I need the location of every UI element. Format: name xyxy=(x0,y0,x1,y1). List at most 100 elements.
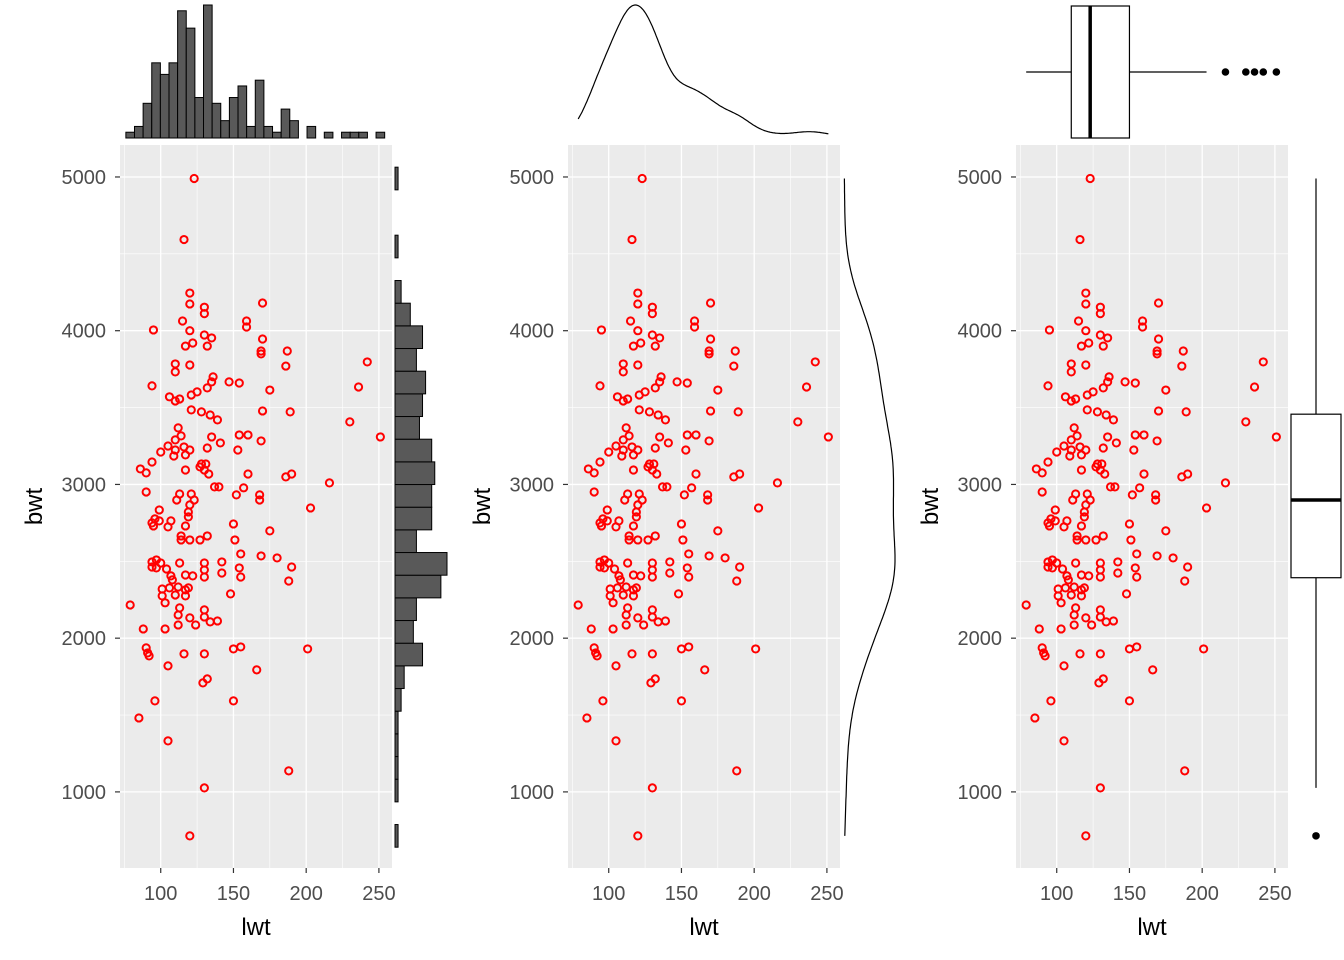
y-tick-label: 5000 xyxy=(62,167,107,189)
right-histogram-bar xyxy=(394,370,427,395)
data-point xyxy=(1066,396,1076,406)
data-point xyxy=(705,406,716,416)
data-point xyxy=(1095,783,1105,793)
data-point xyxy=(265,385,275,395)
data-point xyxy=(186,390,196,400)
data-point xyxy=(1111,438,1121,448)
data-point xyxy=(1081,535,1091,545)
data-point xyxy=(1057,564,1068,574)
data-point xyxy=(1079,507,1089,517)
data-point xyxy=(199,783,209,793)
data-point xyxy=(1271,432,1281,442)
data-point xyxy=(595,562,605,572)
data-point xyxy=(1095,572,1105,582)
data-point xyxy=(633,360,643,370)
top-histogram-bar xyxy=(220,120,230,139)
data-point xyxy=(1181,407,1191,417)
top-histogram-bar xyxy=(349,131,360,139)
data-point xyxy=(1199,644,1209,654)
top-box-outlier xyxy=(1242,68,1250,76)
data-point xyxy=(134,713,144,723)
data-point xyxy=(1258,357,1268,367)
data-point xyxy=(282,346,292,356)
data-point xyxy=(682,430,692,440)
data-point xyxy=(1153,406,1164,416)
data-point xyxy=(663,438,673,448)
right-histogram-bar xyxy=(394,552,448,576)
data-point xyxy=(272,553,282,563)
data-point xyxy=(647,330,657,340)
data-point xyxy=(1052,447,1062,457)
data-point xyxy=(678,535,688,545)
data-point xyxy=(1130,563,1140,573)
y-tick-label: 1000 xyxy=(958,782,1003,804)
data-point xyxy=(179,234,189,245)
data-point xyxy=(1044,325,1055,335)
data-point xyxy=(1069,610,1079,620)
top-box xyxy=(1070,5,1131,139)
data-point xyxy=(1069,620,1079,630)
right-histogram-bar xyxy=(394,166,399,191)
data-point xyxy=(156,447,166,457)
data-point xyxy=(611,441,621,451)
data-point xyxy=(1050,516,1060,526)
data-point xyxy=(1178,346,1188,356)
data-point xyxy=(1095,558,1105,568)
data-point xyxy=(177,316,188,326)
data-point xyxy=(202,443,212,453)
top-histogram-bar xyxy=(125,131,135,139)
data-point xyxy=(1152,349,1162,359)
data-point xyxy=(138,624,148,634)
data-point xyxy=(647,649,657,659)
data-point xyxy=(1076,521,1087,531)
data-point xyxy=(621,620,631,630)
y-tick-label: 4000 xyxy=(958,321,1003,343)
top-histogram-bar xyxy=(237,85,248,139)
data-point xyxy=(700,665,710,675)
data-point xyxy=(713,385,723,395)
data-point xyxy=(1177,361,1187,371)
right-histogram-bar xyxy=(394,506,433,531)
data-point xyxy=(595,557,605,567)
data-point xyxy=(689,316,700,326)
data-point xyxy=(324,478,335,488)
data-point xyxy=(643,462,653,472)
right-histogram-bar xyxy=(394,665,405,690)
right-histogram-bar xyxy=(394,325,424,350)
data-point xyxy=(615,575,625,585)
y-tick-label: 4000 xyxy=(510,321,555,343)
y-tick-label: 2000 xyxy=(958,628,1003,650)
data-point xyxy=(612,392,623,402)
data-point xyxy=(186,405,196,415)
data-point xyxy=(285,407,295,417)
data-point xyxy=(704,346,714,356)
top-histogram-bar xyxy=(306,125,317,139)
data-point xyxy=(212,415,223,425)
data-point xyxy=(1098,341,1108,351)
data-point xyxy=(637,495,647,505)
data-point xyxy=(170,590,180,600)
data-point xyxy=(1130,430,1140,440)
data-point xyxy=(180,341,191,351)
y-tick-label: 5000 xyxy=(958,167,1003,189)
data-point xyxy=(589,643,599,653)
data-point xyxy=(609,564,620,574)
data-point xyxy=(713,526,723,536)
data-point xyxy=(185,326,195,336)
data-point xyxy=(689,322,700,332)
data-point xyxy=(633,299,643,309)
data-point xyxy=(1241,417,1251,427)
data-point xyxy=(1085,495,1095,505)
data-point xyxy=(633,326,643,336)
data-point xyxy=(176,535,186,545)
data-point xyxy=(691,430,701,440)
data-point xyxy=(1081,288,1091,298)
data-point xyxy=(154,505,164,515)
data-point xyxy=(598,696,608,706)
data-point xyxy=(1139,430,1149,440)
top-histogram-bar xyxy=(194,97,205,139)
right-density-curve xyxy=(843,178,896,836)
data-point xyxy=(1072,535,1082,545)
data-point xyxy=(231,490,241,500)
data-point xyxy=(1044,521,1055,531)
